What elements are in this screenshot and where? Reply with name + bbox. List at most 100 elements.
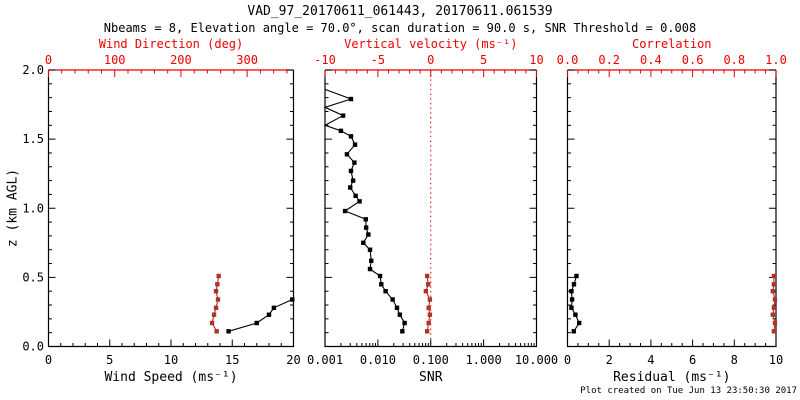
data-point-marker <box>213 289 219 294</box>
tick-label: 15 <box>225 353 239 367</box>
data-point-marker <box>211 312 217 317</box>
series-correlation <box>770 273 778 334</box>
tick-label: 4 <box>647 353 654 367</box>
data-point-marker <box>771 329 777 334</box>
bottom-axis-label-snr: SNR <box>419 370 443 385</box>
tick-label: 10 <box>769 353 783 367</box>
data-point-marker <box>363 217 368 222</box>
data-point-marker <box>344 152 350 157</box>
data-point-marker <box>363 225 369 230</box>
data-point-marker <box>394 305 400 310</box>
tick-label: 0.010 <box>360 353 396 367</box>
tick-label: 0.0 <box>22 340 44 354</box>
data-point-marker <box>348 185 353 190</box>
data-point-marker <box>772 320 778 326</box>
data-point-marker <box>569 289 574 294</box>
panel-snr: 0.001 0.010 0.100 1.000 10.000 -10 -5 0 5 10 <box>307 53 558 367</box>
y-axis-label: z (km AGL) <box>5 168 21 248</box>
data-point-marker <box>353 193 358 199</box>
data-point-marker <box>770 289 776 294</box>
data-point-marker <box>348 96 354 102</box>
data-point-marker <box>569 305 574 310</box>
data-point-marker <box>390 297 395 302</box>
data-point-marker <box>569 297 575 302</box>
tick-label: 10.000 <box>515 353 558 367</box>
data-point-marker <box>367 266 373 272</box>
data-point-marker <box>771 305 777 310</box>
data-point-marker <box>350 178 356 183</box>
tick-label: -10 <box>314 53 336 67</box>
plot-subtitle: Nbeams = 8, Elevation angle = 70.0°, sca… <box>103 21 697 35</box>
data-point-marker <box>214 329 219 334</box>
data-point-marker <box>571 329 576 334</box>
tick-label: 20 <box>286 353 300 367</box>
tick-label: 0 <box>45 53 52 67</box>
data-point-marker <box>338 128 344 134</box>
tick-label: 0 <box>564 353 571 367</box>
data-point-marker <box>573 312 578 317</box>
data-point-marker <box>357 199 362 204</box>
data-point-marker <box>369 258 374 263</box>
data-point-marker <box>427 297 433 302</box>
data-point-marker <box>367 247 373 252</box>
tick-label: 5 <box>106 353 113 367</box>
tick-label: 300 <box>236 53 258 67</box>
panel-frame <box>566 70 777 348</box>
panel-residual: 0 2 4 6 8 10 0.0 0.2 0.4 0.6 0.8 1.0 <box>557 53 787 367</box>
data-point-marker <box>342 208 348 214</box>
data-point-marker <box>426 305 431 310</box>
data-point-marker <box>348 168 354 174</box>
data-point-marker <box>574 273 579 279</box>
data-point-marker <box>400 329 405 334</box>
data-point-marker <box>426 282 431 287</box>
tick-label: 10 <box>529 53 543 67</box>
data-point-marker <box>424 273 430 279</box>
series-wind-speed <box>226 297 295 334</box>
data-point-marker <box>216 273 221 279</box>
data-point-marker <box>209 320 215 326</box>
data-point-marker <box>427 312 433 317</box>
data-point-marker <box>352 160 357 165</box>
tick-label: 2.0 <box>22 63 44 77</box>
data-point-marker <box>424 329 430 334</box>
tick-label: 0.0 <box>557 53 579 67</box>
tick-label: 0.001 <box>307 353 343 367</box>
series-wind-direction <box>209 273 221 334</box>
tick-label: 0.5 <box>22 270 44 284</box>
tick-label: 0.2 <box>598 53 620 67</box>
data-point-marker <box>290 297 295 302</box>
data-point-marker <box>226 329 231 334</box>
data-point-marker <box>379 282 384 287</box>
panel-frame <box>47 70 295 348</box>
data-point-marker <box>366 232 371 237</box>
tick-label: 200 <box>170 53 192 67</box>
data-point-marker <box>770 312 776 317</box>
series-vertical-velocity <box>423 273 433 334</box>
data-point-marker <box>215 297 221 302</box>
tick-label: 1.0 <box>765 53 787 67</box>
data-point-marker <box>352 142 358 147</box>
bottom-axis-label-wind-speed: Wind Speed (ms⁻¹) <box>104 370 238 385</box>
tick-label: 0.4 <box>640 53 662 67</box>
tick-label: 0 <box>45 353 52 367</box>
data-point-marker <box>271 305 277 310</box>
data-point-marker <box>266 312 272 317</box>
tick-label: 6 <box>689 353 696 367</box>
tick-label: 10 <box>164 353 178 367</box>
series-snr <box>323 88 407 334</box>
tick-label: 1.0 <box>22 201 44 215</box>
tick-label: 5 <box>480 53 487 67</box>
data-point-marker <box>383 289 388 294</box>
tick-label: 100 <box>104 53 126 67</box>
data-point-marker <box>397 312 403 317</box>
tick-label: 1.5 <box>22 132 44 146</box>
tick-label: 0 <box>427 53 434 67</box>
data-point-marker <box>348 134 354 139</box>
data-point-marker <box>426 320 431 326</box>
data-point-marker <box>340 113 346 118</box>
bottom-axis-label-residual: Residual (ms⁻¹) <box>613 370 731 385</box>
top-axis-label-wind-direction: Wind Direction (deg) <box>98 37 244 51</box>
tick-label: -5 <box>371 53 385 67</box>
